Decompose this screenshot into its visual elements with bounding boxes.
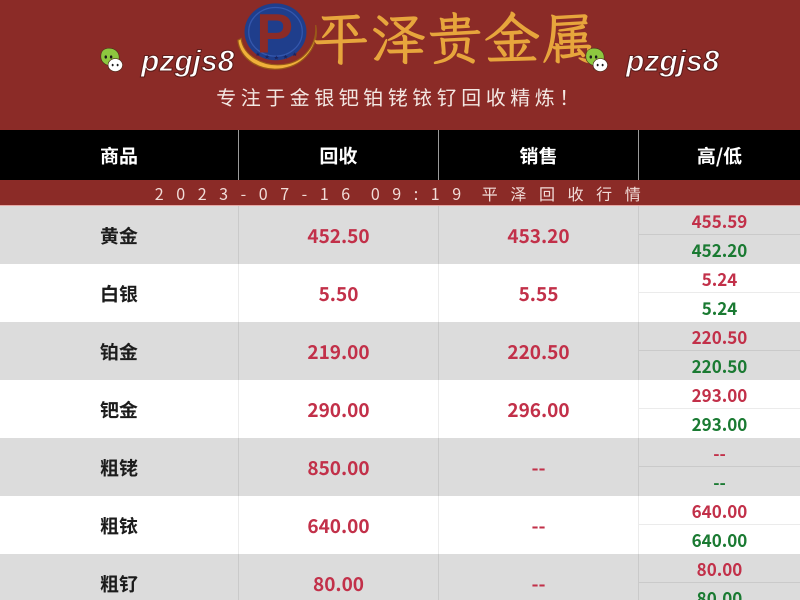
svg-text:P: P xyxy=(256,2,293,64)
